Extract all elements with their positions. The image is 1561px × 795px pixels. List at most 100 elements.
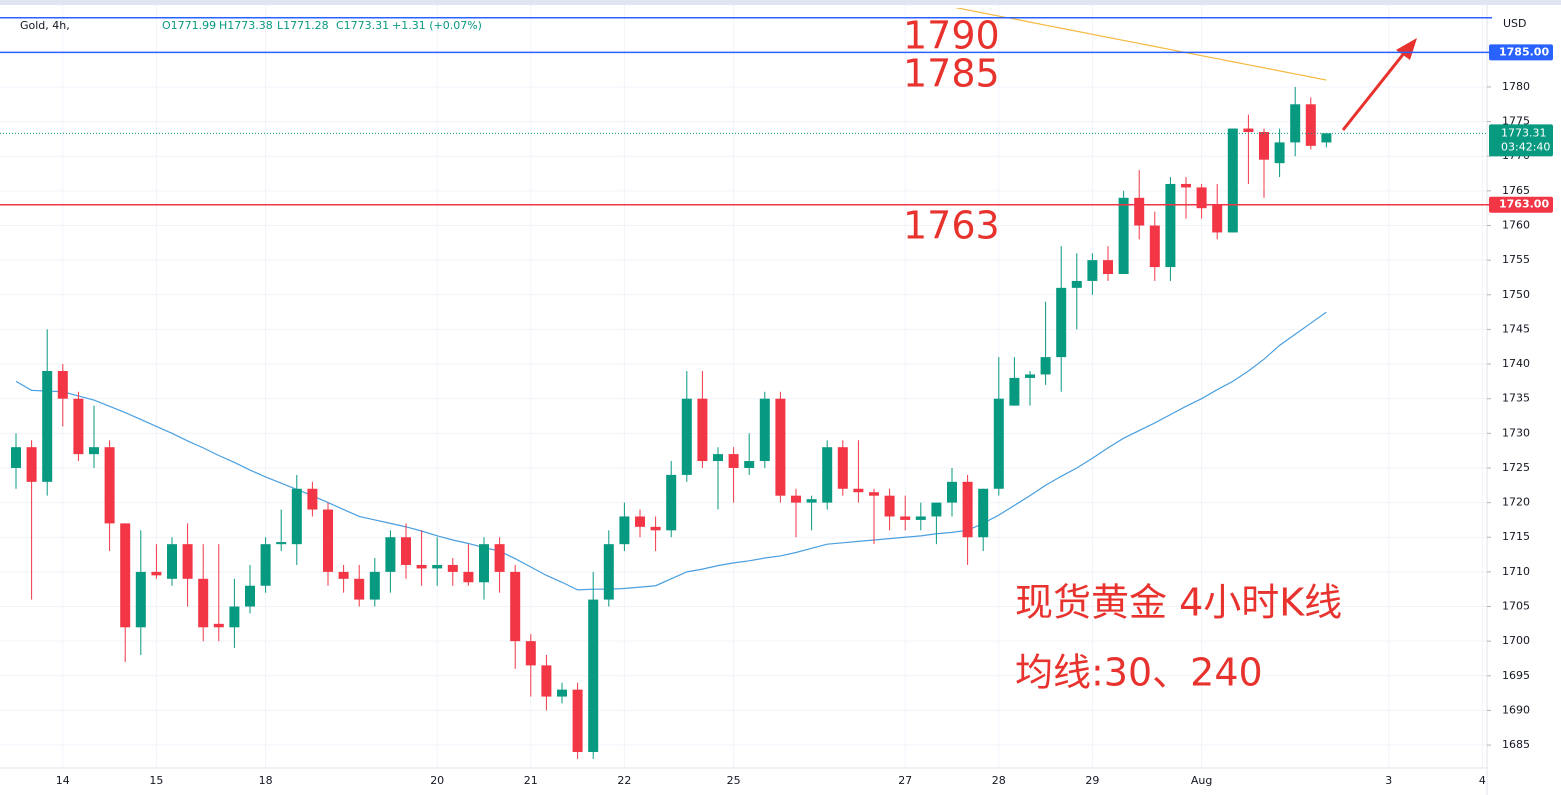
candle-body (525, 641, 536, 666)
ohlc-legend: +1.31 (+0.07%) (392, 19, 482, 32)
annotation: 1763 (903, 204, 1000, 248)
candle-body (1025, 374, 1035, 378)
candle-body (1087, 260, 1098, 281)
candle-body (120, 523, 131, 628)
y-tick-label: 1750 (1502, 288, 1530, 301)
candle-body (603, 544, 614, 600)
candle-body (432, 564, 443, 569)
y-tick-label: 1780 (1502, 80, 1530, 93)
candle-body (853, 488, 864, 493)
countdown: 03:42:40 (1501, 140, 1550, 153)
candle-body (619, 516, 630, 545)
candle-body (1196, 187, 1207, 209)
candle-body (1212, 204, 1223, 233)
annotation: 1785 (903, 52, 1000, 96)
candle-body (1009, 377, 1020, 406)
candle-body (1118, 197, 1129, 275)
candle-body (931, 502, 942, 517)
candle-body (213, 623, 224, 628)
candle-body (1165, 183, 1176, 268)
candle-body (541, 665, 552, 697)
top-border (0, 0, 1561, 5)
candle-body (354, 578, 365, 600)
last-price-label: 1773.31 (1501, 126, 1547, 139)
y-tick-label: 1685 (1502, 738, 1530, 751)
candle-body (229, 606, 240, 628)
x-tick-label: 15 (149, 774, 163, 787)
candle-body (167, 544, 177, 579)
candle-body (915, 516, 926, 520)
arrow (1341, 38, 1417, 131)
candle-body (806, 499, 817, 503)
y-tick-label: 1715 (1502, 530, 1530, 543)
candle-body (135, 571, 146, 628)
candle-body (869, 492, 879, 496)
candle-body (369, 571, 380, 600)
annotation: 现货黄金 4小时K线 (1015, 581, 1342, 625)
moving-average (954, 8, 1327, 81)
candle-body (837, 447, 848, 489)
candle-body (1103, 260, 1113, 275)
candle-body (260, 544, 271, 586)
price-label-box (1489, 196, 1553, 213)
x-tick-label: Aug (1191, 774, 1212, 787)
price-label-box (1489, 44, 1553, 61)
candle-body (650, 526, 661, 531)
plot (11, 8, 1332, 759)
price-label: 1785.00 (1499, 45, 1549, 58)
candle-body (479, 544, 489, 583)
candle-body (791, 495, 801, 503)
y-tick-label: 1710 (1502, 565, 1530, 578)
ohlc-legend: L1771.28 (277, 19, 329, 32)
candle-body (11, 447, 21, 468)
y-tick-label: 1730 (1502, 426, 1530, 439)
x-tick-label: 3 (1385, 774, 1392, 787)
candle-body (1305, 104, 1316, 146)
grid (0, 5, 1487, 768)
candle-body (291, 488, 302, 545)
candle-body (416, 564, 427, 569)
candle-body (1149, 225, 1160, 268)
candle-body (401, 537, 411, 565)
moving-average (15, 311, 1327, 591)
candle-body (978, 488, 989, 538)
candle-body (681, 398, 692, 475)
candle-body (198, 578, 209, 628)
candle-body (57, 370, 68, 399)
y-tick-label: 1740 (1502, 357, 1530, 370)
candle-body (759, 398, 770, 462)
candle-body (884, 495, 895, 517)
candle-body (728, 454, 739, 468)
y-tick-label: 1760 (1502, 219, 1530, 232)
candle-body (182, 544, 193, 579)
candle-body (26, 447, 37, 482)
candle-body (104, 447, 115, 524)
y-tick-label: 1745 (1502, 322, 1530, 335)
candle-body (1290, 104, 1301, 143)
x-tick-label: 27 (898, 774, 912, 787)
y-tick-label: 1700 (1502, 634, 1530, 647)
candle-body (1056, 287, 1067, 358)
candle-body (775, 398, 786, 496)
candle-body (900, 516, 911, 520)
currency: USD (1503, 17, 1527, 30)
candle-body (744, 461, 755, 468)
candle-body (1243, 128, 1254, 132)
ohlc-legend: C1773.31 (336, 19, 389, 32)
y-tick-label: 1735 (1502, 392, 1530, 405)
candle-body (713, 454, 723, 462)
y-tick-label: 1725 (1502, 461, 1530, 474)
candle-body (666, 474, 677, 531)
x-tick-label: 18 (259, 774, 273, 787)
last-price-box (1489, 124, 1553, 157)
candle-body (510, 571, 521, 642)
candle-body (494, 544, 505, 572)
x-tick-label: 4 (1479, 774, 1486, 787)
candle-body (1181, 183, 1191, 188)
candle-body (73, 398, 84, 455)
candle-body (89, 447, 99, 455)
candle-body (962, 481, 973, 538)
ohlc-legend: O1771.99 (162, 19, 216, 32)
candle-body (1321, 133, 1332, 143)
